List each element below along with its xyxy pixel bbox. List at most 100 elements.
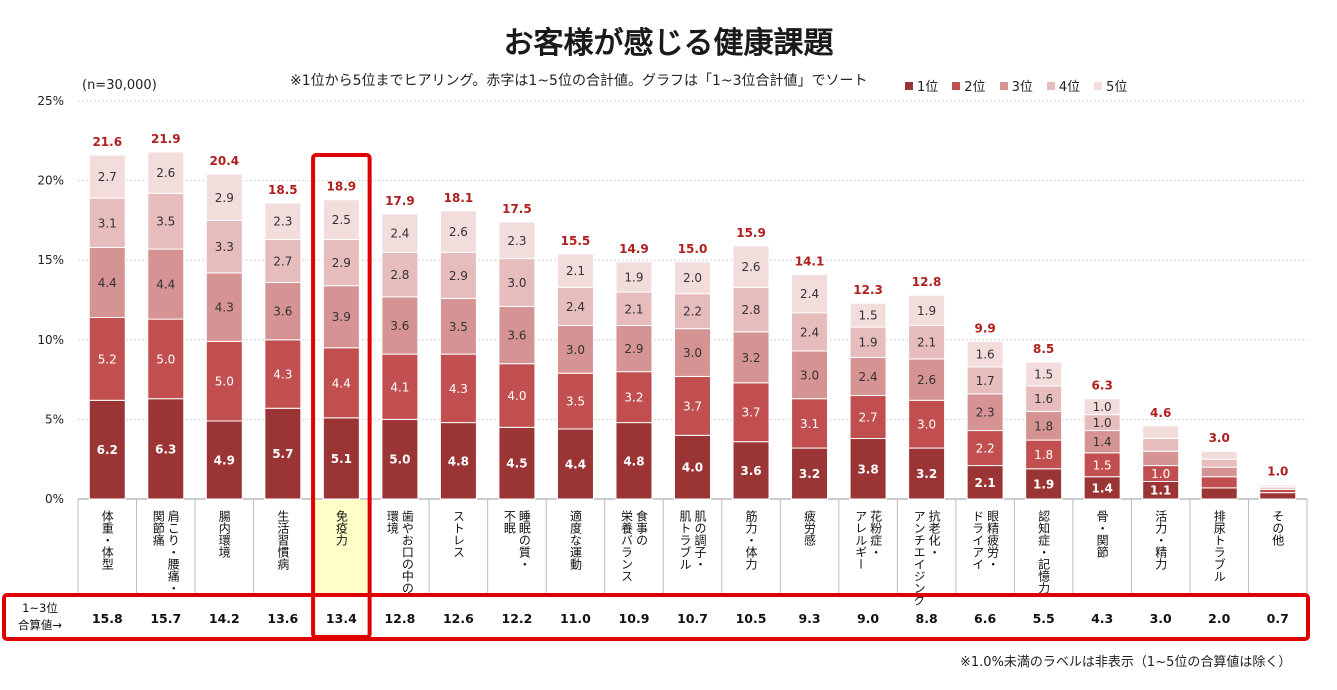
bar-segment: [849, 356, 887, 397]
category-label: 抗老化・: [927, 509, 941, 558]
top3-sum-value: 8.8: [916, 611, 938, 626]
data-label: 3.7: [683, 399, 702, 413]
bar-segment: [439, 422, 477, 500]
data-label: 1.4: [1093, 435, 1112, 449]
data-label: 1.8: [1034, 448, 1053, 462]
data-label: 3.2: [624, 391, 643, 405]
data-label: 3.8: [857, 462, 878, 476]
bar-segment: [674, 261, 711, 295]
total-label: 15.5: [561, 234, 591, 248]
bar-segment: [147, 151, 185, 194]
data-label: 1.6: [1034, 392, 1053, 406]
y-tick-label: 5%: [45, 412, 64, 426]
data-label: 1.9: [917, 304, 936, 318]
total-label: 15.9: [736, 226, 766, 240]
total-label: 14.9: [619, 242, 649, 256]
data-label: 4.0: [507, 389, 526, 403]
data-label: 2.6: [741, 260, 760, 274]
data-label: 3.2: [799, 467, 820, 481]
data-label: 3.6: [390, 319, 409, 333]
top3-sum-value: 5.5: [1033, 611, 1055, 626]
bar-segment: [147, 248, 185, 320]
top3-sum-value: 13.6: [267, 611, 298, 626]
legend-label: 5位: [1106, 80, 1128, 95]
bar-segment: [849, 438, 887, 500]
y-tick-label: 0%: [45, 492, 64, 506]
data-label: 4.3: [273, 368, 292, 382]
bar-segment: [205, 173, 243, 221]
data-label: 6.2: [97, 443, 118, 457]
data-label: 5.0: [389, 453, 410, 467]
bar-segment: [1025, 439, 1063, 470]
top3-sum-value: 15.8: [92, 611, 123, 626]
category-label: 眼精疲労・: [986, 510, 1000, 570]
data-label: 4.0: [682, 461, 703, 475]
data-label: 1.0: [1151, 467, 1170, 481]
category-label: 不眠: [502, 510, 516, 535]
bar-segment: [966, 340, 1004, 368]
total-label: 9.9: [974, 321, 995, 335]
bar-segment: [1200, 458, 1238, 468]
bar-segment: [1025, 468, 1063, 500]
data-label: 4.8: [448, 454, 469, 468]
bar-segment: [381, 296, 419, 355]
bar-segment: [88, 317, 126, 401]
bar-segment: [615, 324, 653, 373]
data-label: 3.1: [98, 216, 117, 230]
data-label: 3.0: [507, 276, 526, 290]
data-label: 4.4: [156, 278, 175, 292]
bar-segment: [908, 294, 946, 326]
data-label: 2.1: [974, 476, 995, 490]
legend-item: 4位: [1046, 76, 1081, 95]
data-label: 3.1: [800, 417, 819, 431]
data-label: 4.3: [215, 301, 234, 315]
data-label: 5.2: [98, 352, 117, 366]
bar-segment: [381, 353, 419, 420]
top3-sum-value: 10.7: [677, 611, 708, 626]
category-label: 栄養バランス: [619, 510, 633, 582]
category-label: 活力・精力: [1154, 510, 1168, 571]
bar-segment: [732, 441, 770, 500]
total-label: 12.3: [853, 283, 883, 297]
data-label: 2.8: [741, 303, 760, 317]
bar-segment: [322, 199, 360, 241]
total-label: 3.0: [1209, 431, 1230, 445]
bar-segment: [88, 399, 126, 500]
data-label: 1.5: [859, 309, 878, 323]
bar-segment: [147, 192, 185, 250]
bar-segment: [1200, 476, 1238, 489]
legend-label: 4位: [1058, 80, 1081, 95]
data-label: 1.9: [624, 270, 643, 284]
total-label: 21.6: [92, 135, 122, 149]
bar-segment: [966, 465, 1004, 500]
data-label: 2.2: [976, 442, 995, 456]
bar-segment: [381, 418, 419, 500]
data-label: 1.5: [1093, 458, 1112, 472]
category-label: 筋力・体力: [744, 509, 758, 571]
legend-swatch: [1046, 81, 1055, 90]
data-label: 2.3: [273, 215, 292, 229]
bar-segment: [205, 340, 243, 422]
data-label: 3.2: [916, 467, 937, 481]
bar-segment: [439, 353, 477, 424]
top3-sum-value: 12.6: [443, 611, 474, 626]
legend-label: 2位: [964, 80, 986, 95]
data-label: 1.6: [976, 348, 995, 362]
total-label: 15.0: [678, 242, 708, 256]
legend-item: 5位: [1094, 76, 1127, 95]
bar-segment: [88, 154, 126, 199]
data-label: 4.8: [623, 454, 644, 468]
bar-segment: [1083, 398, 1121, 416]
data-label: 1.8: [1034, 419, 1053, 433]
sample-size: (n=30,000): [82, 78, 157, 93]
data-label: 2.4: [390, 227, 409, 241]
bar-segment: [1142, 450, 1180, 467]
bar-segment: [205, 420, 243, 500]
data-label: 2.1: [624, 302, 643, 316]
category-label: アレルギー: [854, 510, 868, 570]
data-label: 3.0: [917, 418, 936, 432]
bar-segment: [264, 339, 302, 409]
top3-sum-value: 10.5: [736, 611, 767, 626]
data-label: 2.4: [800, 287, 819, 301]
bar-segment: [498, 305, 536, 365]
